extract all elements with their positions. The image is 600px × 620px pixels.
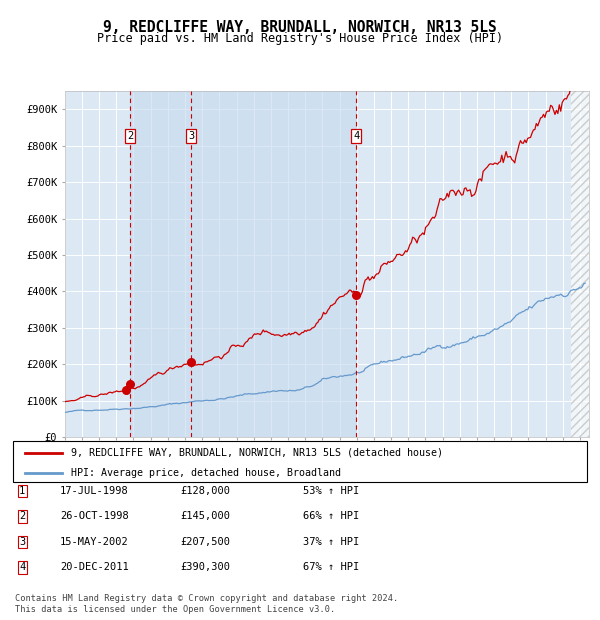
Text: 67% ↑ HPI: 67% ↑ HPI <box>303 562 359 572</box>
Text: £207,500: £207,500 <box>180 537 230 547</box>
Text: 9, REDCLIFFE WAY, BRUNDALL, NORWICH, NR13 5LS: 9, REDCLIFFE WAY, BRUNDALL, NORWICH, NR1… <box>103 20 497 35</box>
Text: 3: 3 <box>19 537 25 547</box>
Text: 17-JUL-1998: 17-JUL-1998 <box>60 486 129 496</box>
Text: £390,300: £390,300 <box>180 562 230 572</box>
Text: 2: 2 <box>127 131 134 141</box>
Text: 9, REDCLIFFE WAY, BRUNDALL, NORWICH, NR13 5LS (detached house): 9, REDCLIFFE WAY, BRUNDALL, NORWICH, NR1… <box>71 448 443 458</box>
Text: 15-MAY-2002: 15-MAY-2002 <box>60 537 129 547</box>
Bar <box>130 91 356 437</box>
Text: 66% ↑ HPI: 66% ↑ HPI <box>303 512 359 521</box>
Text: £145,000: £145,000 <box>180 512 230 521</box>
Text: 1: 1 <box>19 486 25 496</box>
Text: 53% ↑ HPI: 53% ↑ HPI <box>303 486 359 496</box>
Text: 4: 4 <box>19 562 25 572</box>
Text: £128,000: £128,000 <box>180 486 230 496</box>
Text: 4: 4 <box>353 131 359 141</box>
Text: 26-OCT-1998: 26-OCT-1998 <box>60 512 129 521</box>
Text: Price paid vs. HM Land Registry's House Price Index (HPI): Price paid vs. HM Land Registry's House … <box>97 32 503 45</box>
Text: 3: 3 <box>188 131 194 141</box>
FancyBboxPatch shape <box>13 441 587 482</box>
Text: 37% ↑ HPI: 37% ↑ HPI <box>303 537 359 547</box>
Text: 2: 2 <box>19 512 25 521</box>
Text: 20-DEC-2011: 20-DEC-2011 <box>60 562 129 572</box>
Text: HPI: Average price, detached house, Broadland: HPI: Average price, detached house, Broa… <box>71 468 341 479</box>
Bar <box>571 91 589 437</box>
Bar <box>571 91 589 437</box>
Text: Contains HM Land Registry data © Crown copyright and database right 2024.
This d: Contains HM Land Registry data © Crown c… <box>15 595 398 614</box>
